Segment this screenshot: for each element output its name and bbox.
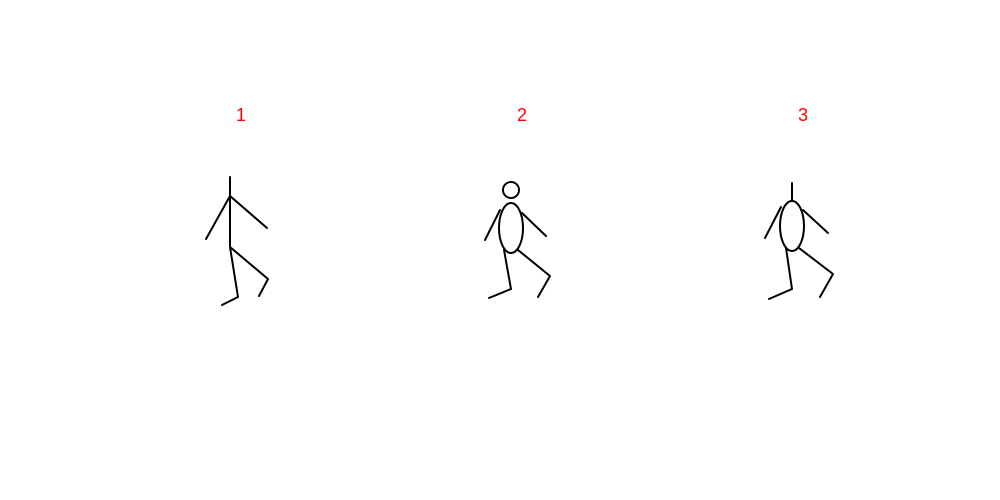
figure-1-label: 1 — [236, 105, 246, 125]
figure-3-body — [779, 200, 805, 252]
figure-3: 3 — [764, 105, 834, 300]
figure-2-body — [498, 202, 524, 254]
figure-1-left-leg — [221, 246, 239, 306]
figure-2-left-arm — [484, 209, 501, 241]
figure-2-left-leg — [488, 249, 512, 299]
figure-1-left-arm — [205, 195, 231, 240]
figure-2: 2 — [484, 105, 551, 299]
figure-1: 1 — [205, 105, 269, 306]
figure-1-right-leg — [229, 246, 269, 297]
figure-2-label: 2 — [517, 105, 527, 125]
figure-3-right-leg — [798, 247, 834, 298]
figure-2-right-leg — [517, 249, 551, 298]
figure-1-right-arm — [229, 195, 268, 229]
figure-2-head — [502, 181, 520, 199]
figure-3-right-arm — [802, 209, 829, 234]
figure-3-left-leg — [768, 247, 793, 300]
figure-3-left-arm — [764, 206, 782, 239]
figure-3-label: 3 — [798, 105, 808, 125]
figure-2-right-arm — [521, 212, 547, 237]
